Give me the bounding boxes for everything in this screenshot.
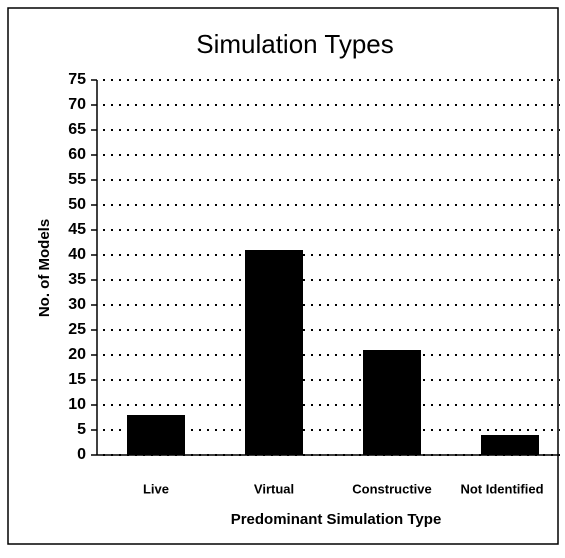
x-tick-label: Virtual — [254, 481, 294, 496]
y-tick-label: 15 — [68, 371, 86, 388]
chart-title: Simulation Types — [196, 29, 394, 59]
y-tick-label: 10 — [68, 396, 86, 413]
y-tick-label: 30 — [68, 296, 86, 313]
y-tick-label: 75 — [68, 71, 86, 88]
y-tick-label: 60 — [68, 146, 86, 163]
y-tick-label: 45 — [68, 221, 86, 238]
x-tick-label: Not Identified — [460, 481, 543, 496]
bar — [127, 415, 185, 455]
y-tick-label: 40 — [68, 246, 86, 263]
x-tick-label: Live — [143, 481, 169, 496]
bar — [245, 250, 303, 455]
y-tick-label: 50 — [68, 196, 86, 213]
y-tick-label: 65 — [68, 121, 86, 138]
y-axis-title: No. of Models — [36, 219, 53, 317]
y-tick-label: 35 — [68, 271, 86, 288]
y-tick-label: 25 — [68, 321, 86, 338]
y-tick-label: 70 — [68, 96, 86, 113]
bar — [363, 350, 421, 455]
x-tick-label: Constructive — [352, 481, 431, 496]
x-axis-title: Predominant Simulation Type — [231, 511, 442, 528]
y-tick-label: 20 — [68, 346, 86, 363]
frame — [7, 7, 559, 545]
bar — [481, 435, 539, 455]
y-tick-label: 0 — [77, 446, 86, 463]
y-tick-label: 55 — [68, 171, 86, 188]
y-tick-label: 5 — [77, 421, 86, 438]
